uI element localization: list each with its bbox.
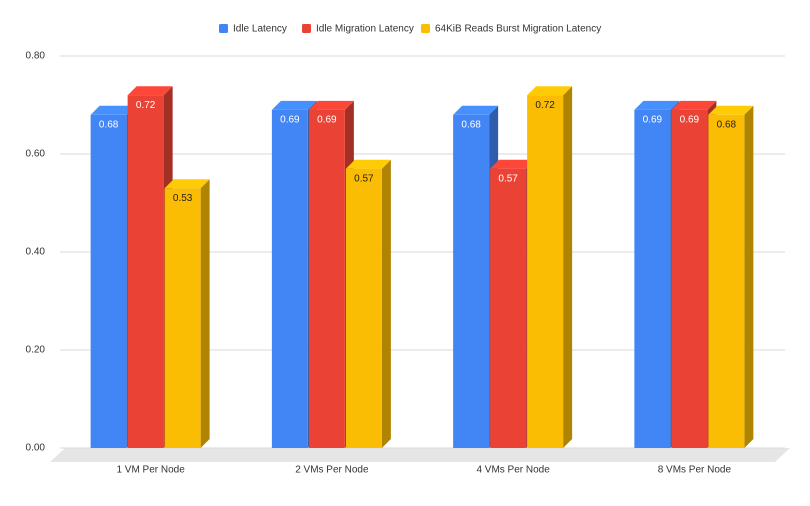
- bar: [490, 168, 527, 448]
- bar: [90, 114, 127, 449]
- floor: [50, 448, 790, 462]
- bar-top: [490, 159, 536, 169]
- y-tick-label: 0.20: [26, 345, 46, 356]
- x-tick-label: 8 VMs Per Node: [658, 465, 732, 476]
- bar-side: [381, 159, 391, 448]
- value-label: 0.69: [643, 115, 663, 126]
- y-tick-label: 0.60: [26, 149, 46, 160]
- legend-swatch: [219, 24, 228, 33]
- value-label: 0.72: [535, 100, 555, 111]
- bar-top: [708, 105, 754, 115]
- bar-top: [164, 179, 210, 189]
- bar-top: [345, 159, 391, 169]
- value-label: 0.69: [280, 115, 300, 126]
- legend-swatch: [421, 24, 430, 33]
- value-label: 0.68: [717, 119, 737, 130]
- bar-top: [527, 86, 573, 96]
- x-tick-label: 4 VMs Per Node: [476, 465, 550, 476]
- bar: [127, 95, 164, 448]
- legend-swatch: [302, 24, 311, 33]
- y-tick-label: 0.00: [26, 443, 46, 454]
- bar-top: [453, 105, 499, 115]
- value-label: 0.68: [99, 119, 119, 130]
- bar-top: [127, 86, 173, 96]
- bar-top: [308, 100, 354, 110]
- bar: [634, 109, 671, 449]
- value-label: 0.57: [498, 173, 518, 184]
- value-label: 0.57: [354, 173, 374, 184]
- bar: [271, 109, 308, 449]
- bar: [164, 188, 201, 449]
- y-tick-label: 0.80: [26, 51, 46, 62]
- bar-top: [90, 105, 136, 115]
- bar-side: [744, 105, 754, 449]
- bar-side: [200, 179, 210, 449]
- value-label: 0.72: [136, 100, 156, 111]
- bar: [345, 168, 382, 448]
- bar: [527, 95, 564, 448]
- legend-label: 64KiB Reads Burst Migration Latency: [435, 24, 601, 35]
- bar-top: [634, 100, 680, 110]
- value-label: 0.69: [317, 115, 337, 126]
- x-tick-label: 1 VM Per Node: [116, 465, 185, 476]
- legend-label: Idle Migration Latency: [316, 24, 414, 35]
- value-label: 0.69: [680, 115, 700, 126]
- bar-side: [563, 86, 573, 448]
- bar-top: [271, 100, 317, 110]
- bar: [308, 109, 345, 449]
- y-tick-label: 0.40: [26, 247, 46, 258]
- value-label: 0.53: [173, 193, 193, 204]
- bar: [708, 114, 745, 449]
- bar: [671, 109, 708, 449]
- x-tick-label: 2 VMs Per Node: [295, 465, 369, 476]
- bar: [453, 114, 490, 449]
- legend-label: Idle Latency: [233, 24, 287, 35]
- bar-top: [671, 100, 717, 110]
- value-label: 0.68: [461, 119, 481, 130]
